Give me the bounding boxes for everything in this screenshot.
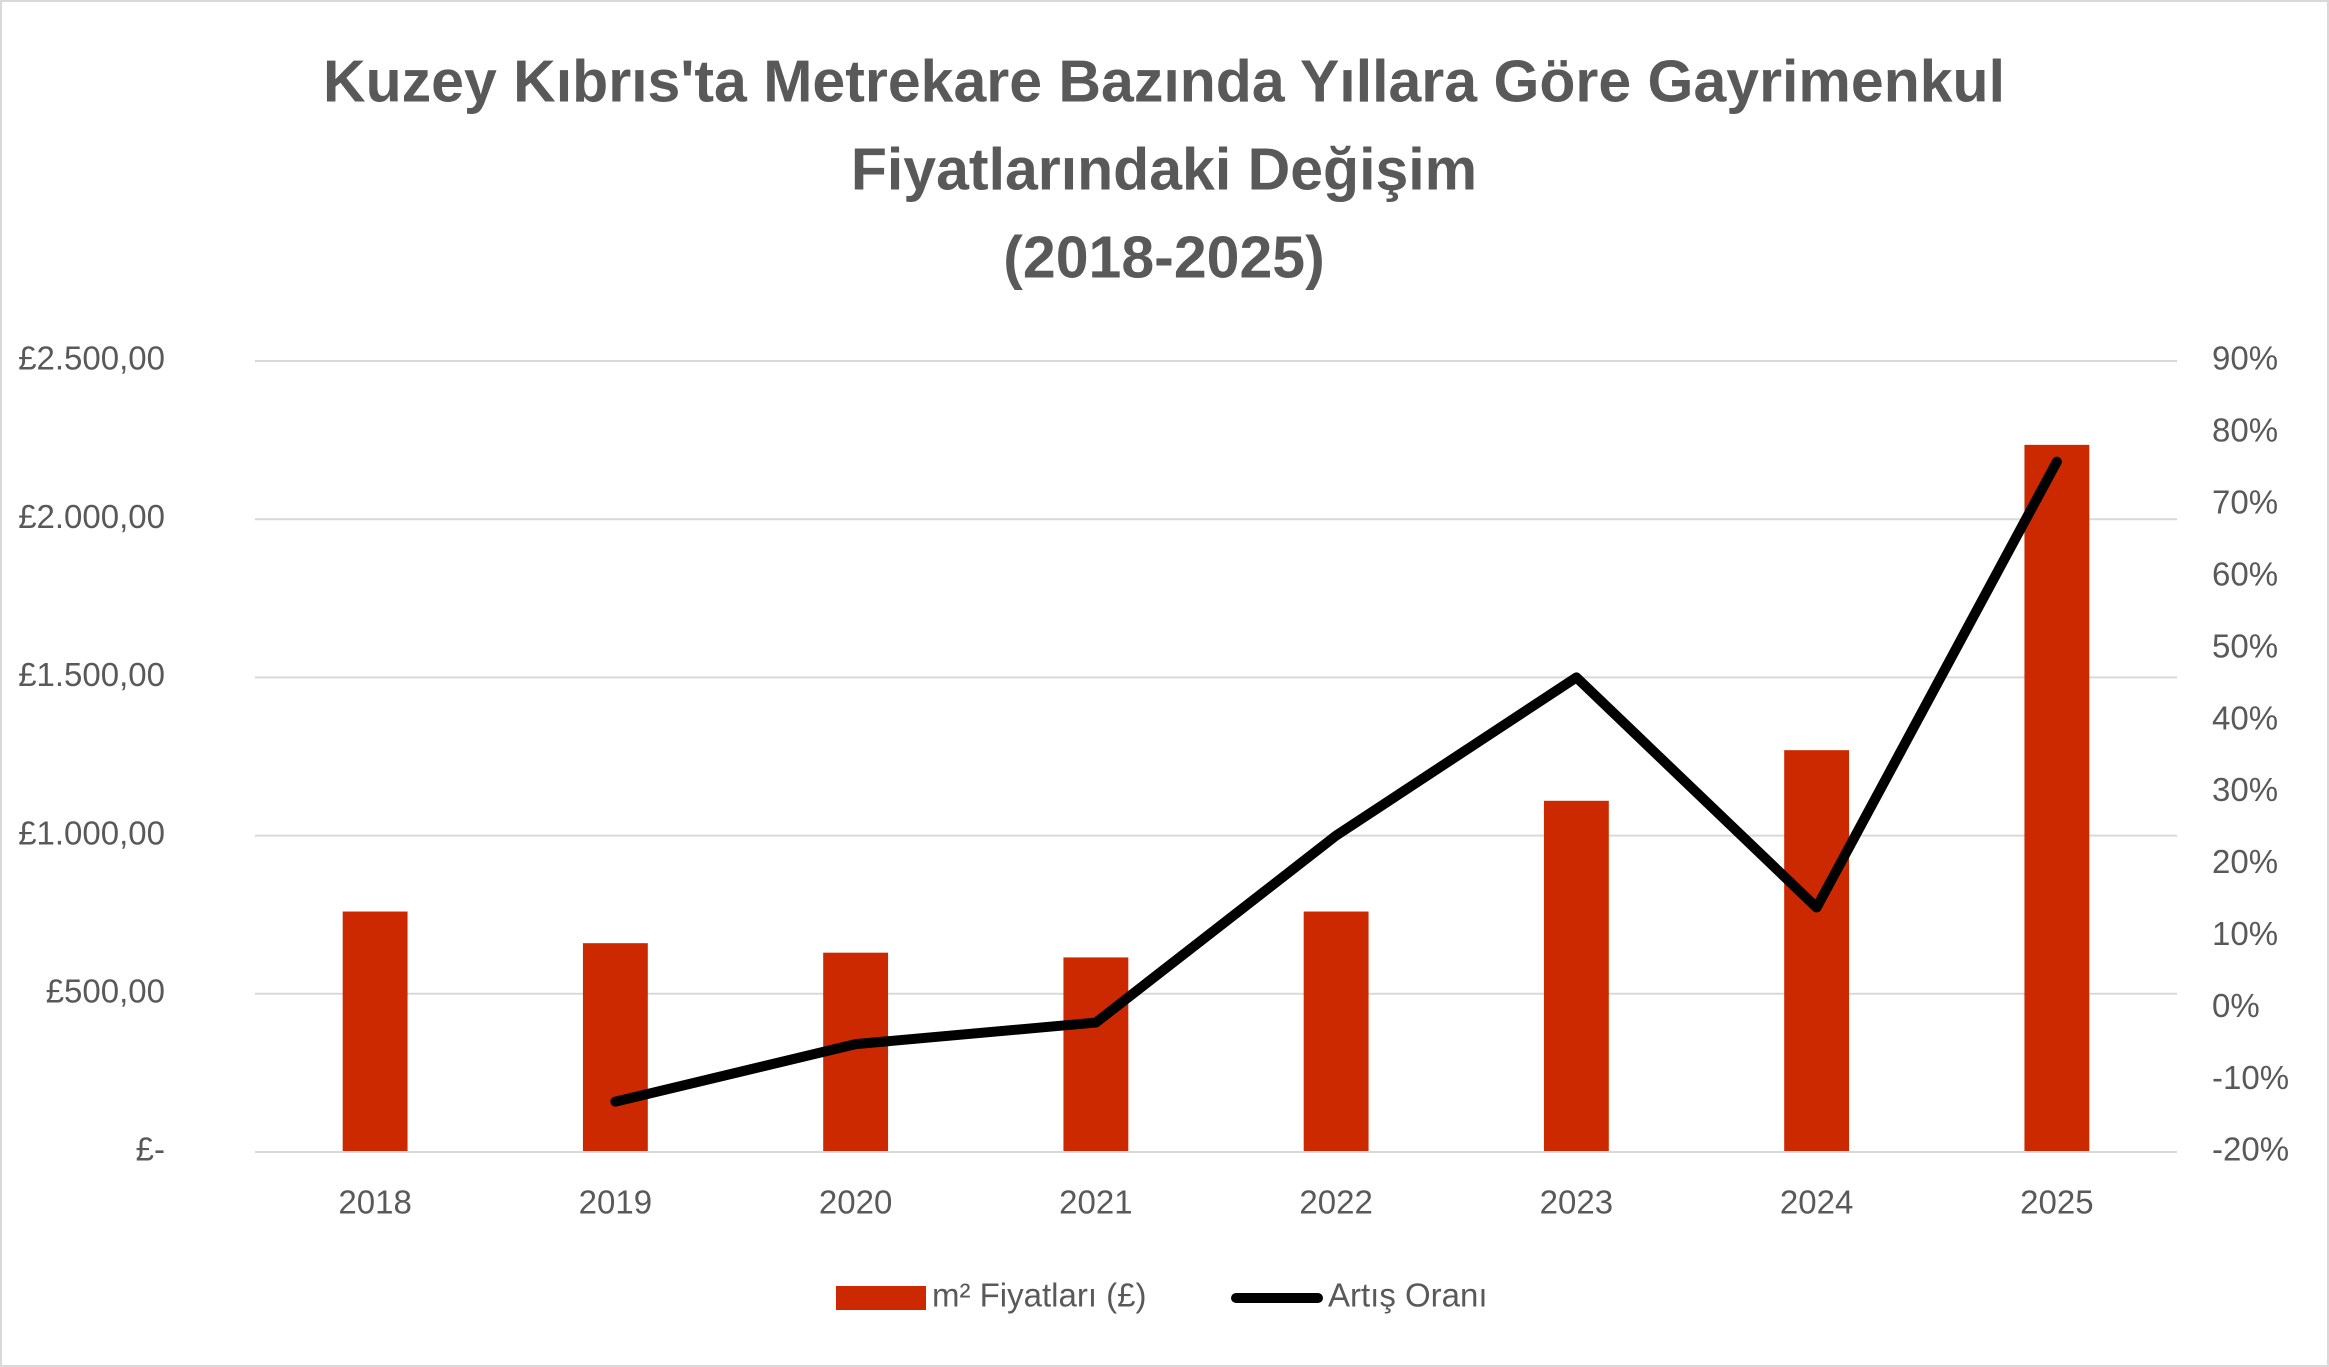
y2-tick-label: 20% [2212,843,2278,880]
y-tick-label: £1.500,00 [18,656,165,693]
y2-tick-label: 40% [2212,699,2278,736]
x-tick-label: 2018 [338,1184,411,1221]
legend-label: m² Fiyatları (£) [932,1277,1147,1314]
chart-title: (2018-2025) [1003,225,1324,291]
y2-tick-label: 80% [2212,412,2278,449]
legend-swatch [836,1286,926,1310]
y-tick-label: £500,00 [46,973,165,1010]
y2-tick-label: 70% [2212,484,2278,521]
x-tick-label: 2024 [1780,1184,1853,1221]
bar [2024,444,2090,1152]
y2-tick-label: -20% [2212,1131,2289,1168]
y-tick-label: £1.000,00 [18,814,165,851]
bar [1063,957,1129,1152]
y2-tick-label: 50% [2212,627,2278,664]
legend-label: Artış Oranı [1328,1277,1488,1314]
y2-tick-label: 0% [2212,987,2260,1024]
chart-title: Kuzey Kıbrıs'ta Metrekare Bazında Yıllar… [323,49,2005,115]
bar [582,943,648,1152]
bar [1303,911,1369,1152]
x-tick-label: 2022 [1299,1184,1372,1221]
bar [342,911,408,1152]
chart-title: Fiyatlarındaki Değişim [851,137,1477,203]
y2-tick-label: 90% [2212,340,2278,377]
x-tick-label: 2020 [819,1184,892,1221]
x-tick-label: 2019 [579,1184,652,1221]
bar [1784,750,1850,1152]
y2-tick-label: 30% [2212,771,2278,808]
line [610,456,2062,1107]
y2-tick-label: -10% [2212,1059,2289,1096]
y2-tick-label: 60% [2212,555,2278,592]
x-tick-label: 2025 [2020,1184,2093,1221]
y-tick-label: £2.000,00 [18,498,165,535]
bar [1543,800,1609,1152]
y2-tick-label: 10% [2212,915,2278,952]
x-tick-label: 2021 [1059,1184,1132,1221]
x-tick-label: 2023 [1540,1184,1613,1221]
y-tick-label: £- [136,1131,165,1168]
y-tick-label: £2.500,00 [18,340,165,377]
